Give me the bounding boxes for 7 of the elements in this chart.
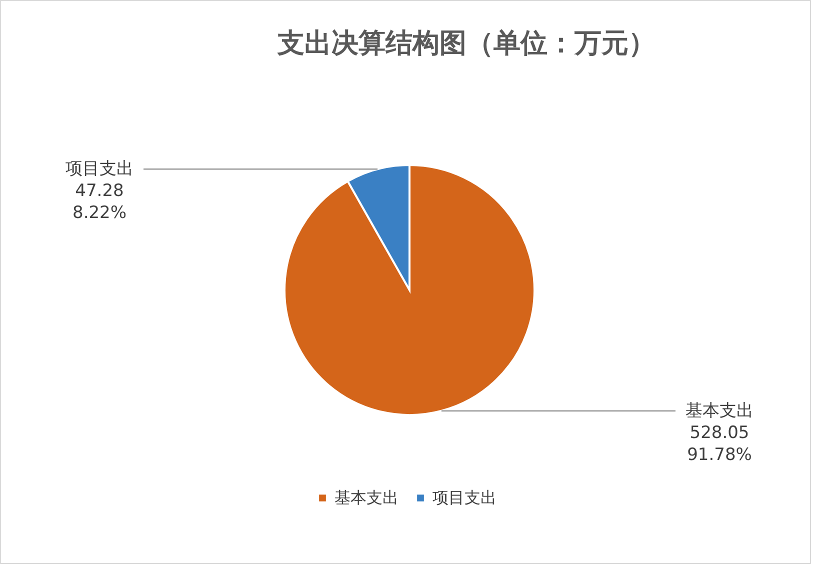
chart-title: 支出决算结构图（单位：万元） <box>276 28 656 59</box>
data-label: 47.28 8.22% <box>72 181 127 224</box>
data-label: 528.05 91.78% <box>687 422 752 465</box>
legend-label: 基本支出 <box>334 488 398 507</box>
legend-label: 项目支出 <box>432 488 496 507</box>
slice-label: 项目支出 <box>66 159 134 180</box>
slice-label: 基本支出 <box>686 400 754 421</box>
